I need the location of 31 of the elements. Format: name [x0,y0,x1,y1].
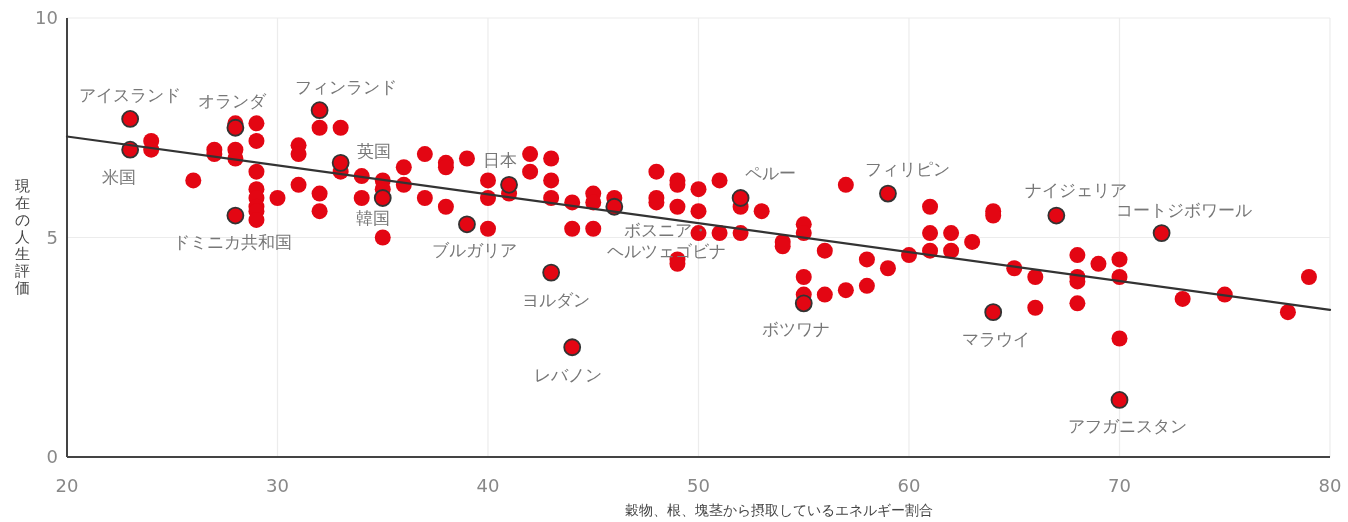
annotation: アフガニスタン [1068,415,1187,436]
annotation: フィンランド [294,77,397,98]
annotation: 日本 [483,149,518,170]
x-tick-label: 60 [897,475,921,496]
x-tick-label: 20 [55,475,79,496]
annotation: フィリピン [865,158,951,179]
x-tick-label: 80 [1318,475,1342,496]
annotation: ボツワナ [761,319,830,340]
y-tick-label: 0 [46,446,58,467]
x-tick-label: 30 [266,475,289,496]
annotation: アイスランド [79,84,182,105]
annotation: ナイジェリア [1025,179,1128,200]
y-axis-title: 現在の人生評価 [14,177,30,297]
annotation: オランダ [198,90,268,111]
annotation: 英国 [356,140,391,161]
annotation: 韓国 [355,207,390,228]
annotation: ブルガリア [432,240,518,261]
y-tick-label: 10 [35,7,58,28]
annotation: 米国 [102,166,137,187]
x-tick-label: 40 [476,475,500,496]
annotation: ペルー [745,162,797,183]
annotation: ヨルダン [522,289,591,310]
annotation: ドミニカ共和国 [172,231,292,252]
x-axis-title: 穀物、根、塊茎から摂取しているエネルギー割合 [624,502,933,518]
annotation: マラウイ [962,329,1031,350]
annotation: ボスニア・ヘルツェゴビナ [606,219,726,261]
x-tick-label: 70 [1108,475,1131,496]
annotation: コートジボワール [1115,200,1252,221]
x-tick-label: 50 [687,475,710,496]
y-tick-label: 5 [46,226,58,248]
annotation: レバノン [534,365,603,386]
